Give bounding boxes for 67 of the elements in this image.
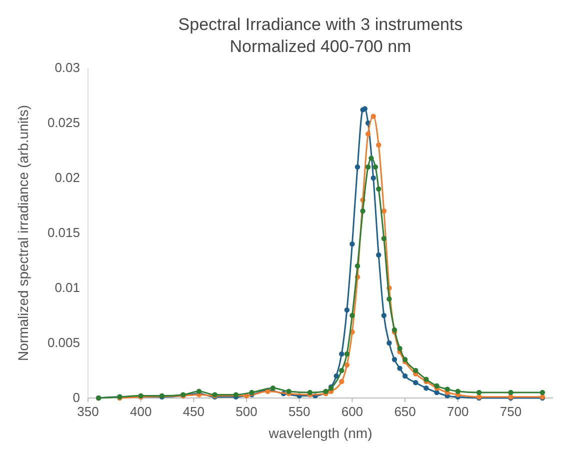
point [397, 366, 402, 371]
point [339, 351, 344, 357]
point [368, 156, 374, 161]
y-tick-label: 0.015 [47, 225, 80, 240]
x-tick-label: 500 [236, 404, 258, 419]
point [339, 378, 344, 384]
point [344, 362, 350, 368]
point [360, 208, 366, 214]
point [424, 386, 429, 391]
point [413, 368, 418, 374]
x-tick-label: 600 [341, 404, 364, 419]
point [386, 340, 392, 346]
x-tick-label: 350 [77, 404, 99, 419]
x-tick-label: 450 [182, 404, 205, 419]
y-tick-label: 0.025 [47, 115, 80, 130]
point [444, 386, 450, 392]
point [455, 388, 460, 394]
point [376, 186, 382, 192]
point [397, 346, 402, 352]
point [372, 164, 378, 170]
y-tick-label: 0.005 [47, 335, 80, 350]
point [350, 312, 355, 318]
point [365, 164, 371, 170]
x-tick-label: 550 [288, 404, 310, 419]
point [434, 383, 440, 388]
point [392, 356, 398, 362]
point [402, 356, 408, 362]
point [365, 131, 371, 137]
point [354, 164, 360, 170]
chart-subtitle: Normalized 400-700 nm [230, 37, 412, 56]
point [402, 373, 408, 379]
y-tick-label: 0.01 [54, 280, 80, 295]
x-tick-label: 750 [500, 404, 522, 419]
point [434, 390, 440, 396]
point [508, 390, 514, 396]
y-axis-title: Normalized spectral irradiance (arb.units) [15, 105, 31, 361]
point [370, 175, 376, 181]
point [370, 114, 376, 119]
y-tick-label: 0 [72, 390, 80, 405]
y-tick-label: 0.02 [54, 170, 80, 185]
point [376, 252, 382, 258]
x-tick-label: 400 [130, 404, 152, 419]
point [339, 368, 344, 374]
point [286, 388, 292, 394]
point [376, 142, 382, 148]
point [381, 236, 387, 242]
point [540, 390, 546, 396]
point [392, 327, 398, 332]
x-tick-label: 650 [394, 404, 416, 419]
point [344, 351, 350, 357]
point [196, 388, 202, 394]
point [354, 263, 360, 269]
point [413, 380, 418, 386]
point [386, 296, 392, 302]
y-tick-label: 0.03 [54, 60, 80, 75]
point [381, 312, 387, 318]
point [424, 376, 429, 382]
point [270, 386, 276, 391]
point [476, 390, 482, 396]
point [307, 390, 313, 396]
point [350, 241, 355, 247]
point [249, 390, 254, 396]
chart-title: Spectral Irradiance with 3 instruments [178, 15, 463, 34]
x-tick-label: 700 [447, 404, 469, 419]
point [381, 208, 387, 214]
point [344, 307, 350, 313]
x-axis-title: wavelength (nm) [268, 425, 372, 441]
